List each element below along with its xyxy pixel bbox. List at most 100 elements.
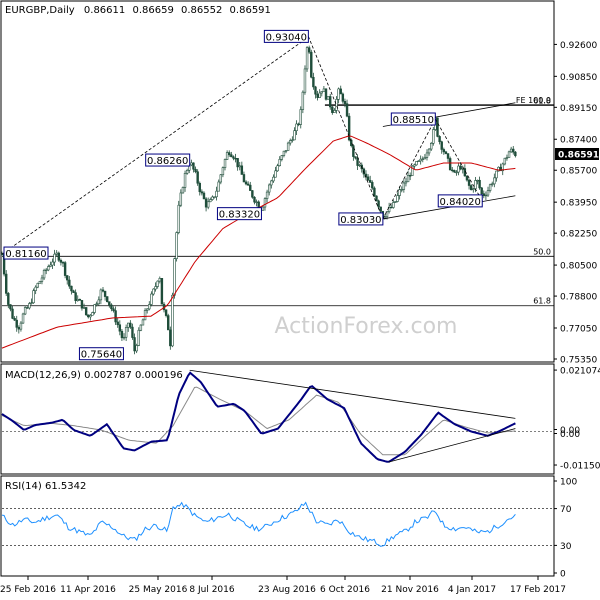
candle-body xyxy=(310,51,313,78)
candle-body xyxy=(293,130,296,141)
x-tick-label: 8 Jul 2016 xyxy=(189,585,234,595)
x-tick-label: 11 Apr 2016 xyxy=(60,585,116,595)
candle-body xyxy=(80,300,84,309)
candle-body xyxy=(472,188,475,191)
x-tick-label: 17 Feb 2017 xyxy=(510,585,566,595)
candle-body xyxy=(499,166,502,172)
ohlc-open: 0.86611 xyxy=(84,5,125,16)
candle-body xyxy=(34,286,37,291)
candle-body xyxy=(459,165,462,170)
candle-body xyxy=(276,165,279,172)
candle-body xyxy=(322,88,326,92)
candle-body xyxy=(503,157,507,165)
candle-body xyxy=(175,232,178,259)
candle-body xyxy=(236,158,239,168)
macd-tick-label: 0.00 xyxy=(560,426,580,436)
candle-body xyxy=(76,298,79,301)
rsi-tick-label: 0 xyxy=(560,570,566,580)
candle-body xyxy=(194,168,197,173)
candle-body xyxy=(291,139,294,141)
macd-trendline xyxy=(189,369,516,419)
candle-body xyxy=(419,158,422,162)
macd-line xyxy=(1,371,516,463)
price-label-box xyxy=(145,153,191,167)
price-label-box xyxy=(78,347,124,361)
candle-body xyxy=(49,264,52,267)
price-point-label: 0.75640 xyxy=(78,347,124,361)
level-label: FE 100.0 xyxy=(516,96,551,105)
candle-body xyxy=(358,164,361,167)
candle-body xyxy=(74,292,77,301)
candle-body xyxy=(436,117,439,137)
candle-body xyxy=(390,206,393,209)
candle-body xyxy=(70,285,73,292)
candle-body xyxy=(118,324,122,332)
candle-body xyxy=(242,174,246,183)
candle-body xyxy=(15,319,18,328)
candle-body xyxy=(314,86,317,95)
candle-body xyxy=(89,315,92,318)
candle-body xyxy=(354,156,357,159)
candle-body xyxy=(430,143,433,150)
candle-body xyxy=(219,174,223,183)
candle-body xyxy=(206,201,210,208)
candle-body xyxy=(282,150,286,156)
candle-body xyxy=(474,180,477,190)
candle-body xyxy=(183,172,187,188)
candle-body xyxy=(192,162,195,170)
candle-body xyxy=(116,321,119,326)
candle-body xyxy=(385,211,389,218)
candle-body xyxy=(66,275,69,281)
price-label-box xyxy=(338,212,384,226)
candle-body xyxy=(432,129,435,144)
ohlc-low: 0.86552 xyxy=(181,5,222,16)
candle-body xyxy=(467,179,471,186)
candle-body xyxy=(444,151,448,154)
price-point-label: 0.93040 xyxy=(263,29,309,43)
price-label-box xyxy=(390,112,436,126)
candle-body xyxy=(509,148,513,153)
candle-body xyxy=(21,313,25,324)
candle-body xyxy=(501,163,504,172)
candle-body xyxy=(169,329,172,347)
price-label-text: 0.84020 xyxy=(440,197,481,208)
candle-body xyxy=(101,289,105,292)
candle-body xyxy=(495,170,498,179)
candle-body xyxy=(99,289,103,301)
price-tick-label: 0.85700 xyxy=(560,167,597,177)
price-label-text: 0.93040 xyxy=(266,32,307,43)
rsi-axis: 100 70 30 0 xyxy=(554,478,577,580)
candle-body xyxy=(514,151,517,157)
trendline xyxy=(1,36,309,255)
candle-body xyxy=(484,194,488,197)
candle-body xyxy=(202,192,206,200)
price-point-label: 0.86260 xyxy=(145,153,191,167)
candle-body xyxy=(198,182,201,193)
candle-body xyxy=(486,190,490,196)
candle-body xyxy=(295,123,298,132)
candle-body xyxy=(228,152,231,156)
candle-body xyxy=(209,199,212,203)
candle-body xyxy=(26,307,29,309)
candle-body xyxy=(246,183,250,186)
price-tick-label: 0.80500 xyxy=(560,262,597,272)
candle-body xyxy=(249,184,252,191)
candle-body xyxy=(135,345,138,352)
candle-body xyxy=(95,303,98,305)
macd-tick-label: 0.021074 xyxy=(560,367,600,377)
candle-body xyxy=(373,187,376,197)
candle-body xyxy=(289,140,292,144)
candle-body xyxy=(177,204,180,233)
candle-body xyxy=(377,200,380,208)
candle-body xyxy=(38,281,42,284)
price-label-text: 0.83030 xyxy=(340,215,381,226)
candle-body xyxy=(345,103,349,117)
candle-body xyxy=(44,269,48,272)
candle-body xyxy=(253,196,256,203)
candle-body xyxy=(78,298,82,301)
candle-body xyxy=(303,68,307,93)
price-label-text: 0.86260 xyxy=(147,156,188,167)
price-point-label: 0.83030 xyxy=(338,212,384,226)
candle-body xyxy=(200,191,204,194)
